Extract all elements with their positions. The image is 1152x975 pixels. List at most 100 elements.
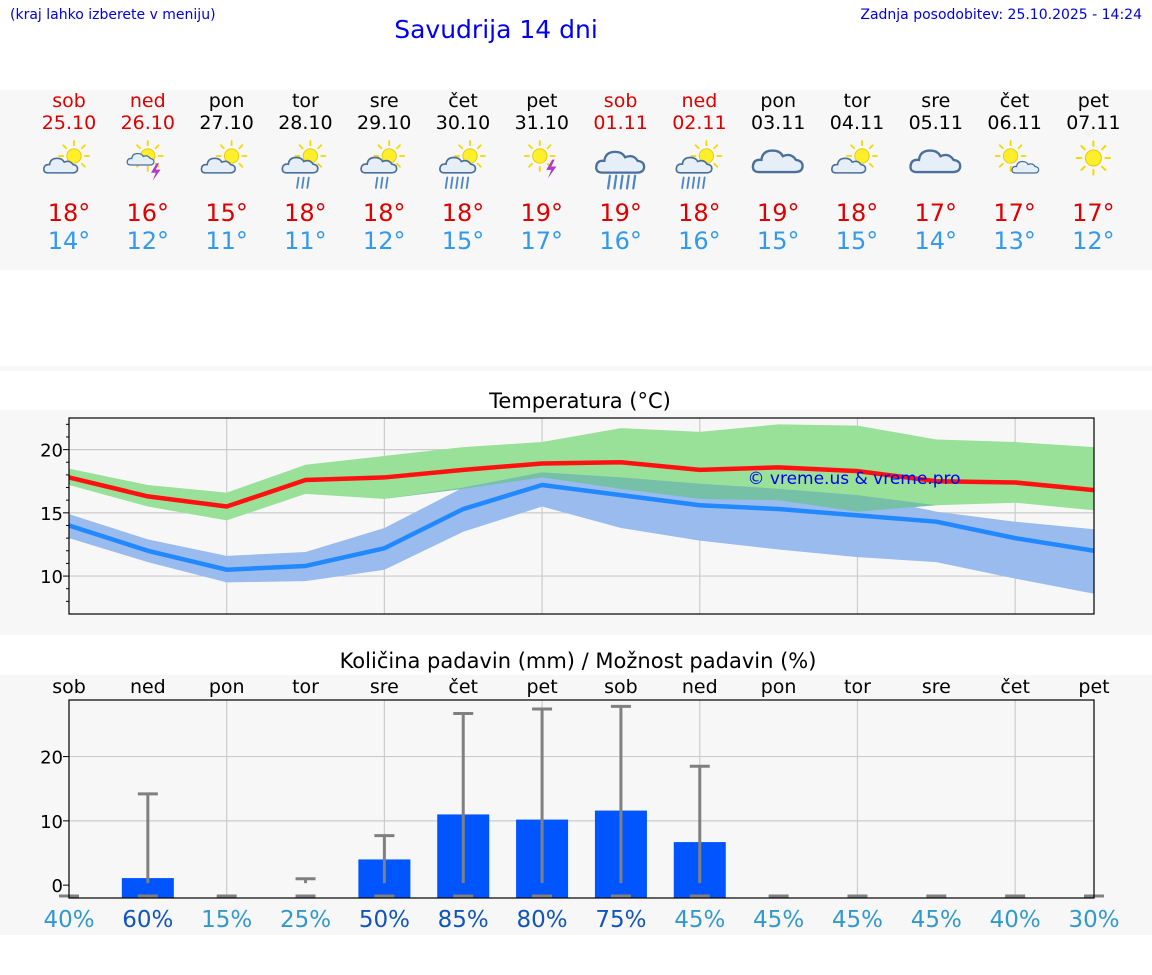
- min-temperature: 17°: [521, 227, 564, 255]
- watermark-text: © vreme.us & vreme.pro: [747, 469, 960, 489]
- precipitation-probability-label: 30%: [1068, 907, 1119, 933]
- precipitation-probability-label: 45%: [911, 907, 962, 933]
- sun-cloud-rain-icon: [360, 140, 406, 189]
- sunny-icon: [1075, 140, 1112, 176]
- lightning-shape: [151, 163, 161, 181]
- partly-cloudy-icon: [200, 140, 248, 174]
- cloud-shape: [595, 150, 646, 174]
- rain-shape: [296, 176, 310, 189]
- date-label: 02.11: [672, 112, 726, 134]
- precipitation-probability-label: 40%: [43, 907, 94, 933]
- last-update-text: Zadnja posodobitev: 25.10.2025 - 14:24: [860, 7, 1142, 23]
- max-temperature: 18°: [363, 199, 406, 227]
- precipitation-error-bar: [532, 707, 553, 898]
- cloudy-icon: [909, 149, 962, 174]
- max-temperature: 18°: [284, 199, 327, 227]
- day-of-week-label: sre: [370, 90, 399, 112]
- max-temperature: 15°: [205, 199, 248, 227]
- precipitation-probability-label: 45%: [832, 907, 883, 933]
- precipitation-plot-frame: [68, 699, 1095, 899]
- precipitation-x-label: pet: [526, 676, 557, 698]
- min-temperature: 11°: [284, 227, 327, 255]
- date-label: 25.10: [42, 112, 96, 134]
- temperature-chart-title: Temperatura (°C): [488, 389, 671, 413]
- temperature-y-tick-label: 15: [40, 504, 63, 525]
- sun-cloud-rain-icon: [281, 140, 327, 189]
- precipitation-error-bar: [453, 712, 474, 898]
- page-title: Savudrija 14 dni: [394, 15, 598, 44]
- max-temperature: 18°: [836, 199, 879, 227]
- day-of-week-label: ned: [682, 90, 718, 112]
- precipitation-probability-label: 15%: [201, 907, 252, 933]
- precipitation-x-label: ned: [682, 676, 718, 698]
- thunderstorm-icon: [126, 140, 164, 181]
- max-temperature: 17°: [915, 199, 958, 227]
- max-temperature: 19°: [599, 199, 642, 227]
- date-label: 27.10: [199, 112, 253, 134]
- precipitation-y-tick-label: 10: [40, 812, 63, 833]
- temperature-chart: Temperatura (°C) © vreme.us & vreme.pro …: [40, 389, 1095, 615]
- temperature-plot-frame: [68, 417, 1095, 615]
- day-of-week-label: čet: [1000, 90, 1030, 112]
- partly-cloudy-icon: [43, 140, 90, 174]
- min-temperature: 16°: [678, 227, 721, 255]
- precipitation-y-tick-label: 20: [40, 748, 63, 769]
- precipitation-bar: [121, 878, 174, 898]
- precipitation-x-label: sre: [922, 676, 951, 698]
- precipitation-probability-label: 60%: [122, 907, 173, 933]
- date-label: 28.10: [278, 112, 332, 134]
- precipitation-x-label: pon: [761, 676, 797, 698]
- date-label: 07.11: [1066, 112, 1120, 134]
- sun-thunder-icon: [523, 140, 557, 179]
- precipitation-chart: Količina padavin (mm) / Možnost padavin …: [40, 649, 1119, 933]
- precipitation-error-bar: [610, 704, 631, 898]
- date-label: 26.10: [121, 112, 175, 134]
- max-temperature-line: [68, 460, 1095, 509]
- day-of-week-label: pet: [526, 90, 557, 112]
- region-menu-hint[interactable]: (kraj lahko izberete v meniju): [10, 7, 216, 23]
- sun-cloud-heavy-rain-icon: [675, 140, 723, 189]
- day-of-week-label: pon: [760, 90, 796, 112]
- day-of-week-label: tor: [292, 90, 319, 112]
- precipitation-x-label: ned: [130, 676, 166, 698]
- precipitation-x-label: pet: [1078, 676, 1109, 698]
- cloud-shape: [751, 149, 804, 174]
- cloud-shape: [909, 149, 962, 174]
- precipitation-x-label: tor: [844, 676, 871, 698]
- min-temperature-line: [68, 482, 1095, 572]
- precipitation-error-bar: [137, 792, 158, 898]
- temperature-y-tick-label: 20: [40, 441, 63, 462]
- min-temperature: 12°: [363, 227, 406, 255]
- precipitation-x-label: čet: [448, 676, 478, 698]
- rain-shape: [606, 174, 637, 190]
- day-of-week-label: sob: [52, 90, 86, 112]
- max-temperature: 17°: [1072, 199, 1115, 227]
- precipitation-probability-label: 40%: [990, 907, 1041, 933]
- cloud-shape: [1011, 160, 1040, 174]
- max-temperature: 18°: [678, 199, 721, 227]
- precipitation-error-bar: [295, 877, 316, 898]
- precipitation-error-bar: [374, 834, 395, 898]
- rain-shape: [444, 176, 470, 189]
- max-temperature: 18°: [48, 199, 91, 227]
- day-of-week-label: sob: [604, 90, 638, 112]
- date-label: 31.10: [515, 112, 569, 134]
- day-of-week-label: pon: [209, 90, 245, 112]
- forecast-strip-background: [0, 90, 1152, 270]
- day-of-week-label: pet: [1078, 90, 1109, 112]
- rain-shape: [374, 176, 389, 189]
- cloudy-icon: [751, 149, 804, 174]
- day-of-week-label: čet: [448, 90, 478, 112]
- rain-shape: [681, 176, 706, 189]
- precipitation-x-label: pon: [209, 676, 245, 698]
- precipitation-x-label: sre: [370, 676, 399, 698]
- precipitation-probability-label: 75%: [595, 907, 646, 933]
